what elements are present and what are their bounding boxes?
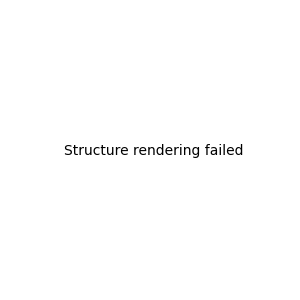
Text: Structure rendering failed: Structure rendering failed bbox=[64, 145, 244, 158]
